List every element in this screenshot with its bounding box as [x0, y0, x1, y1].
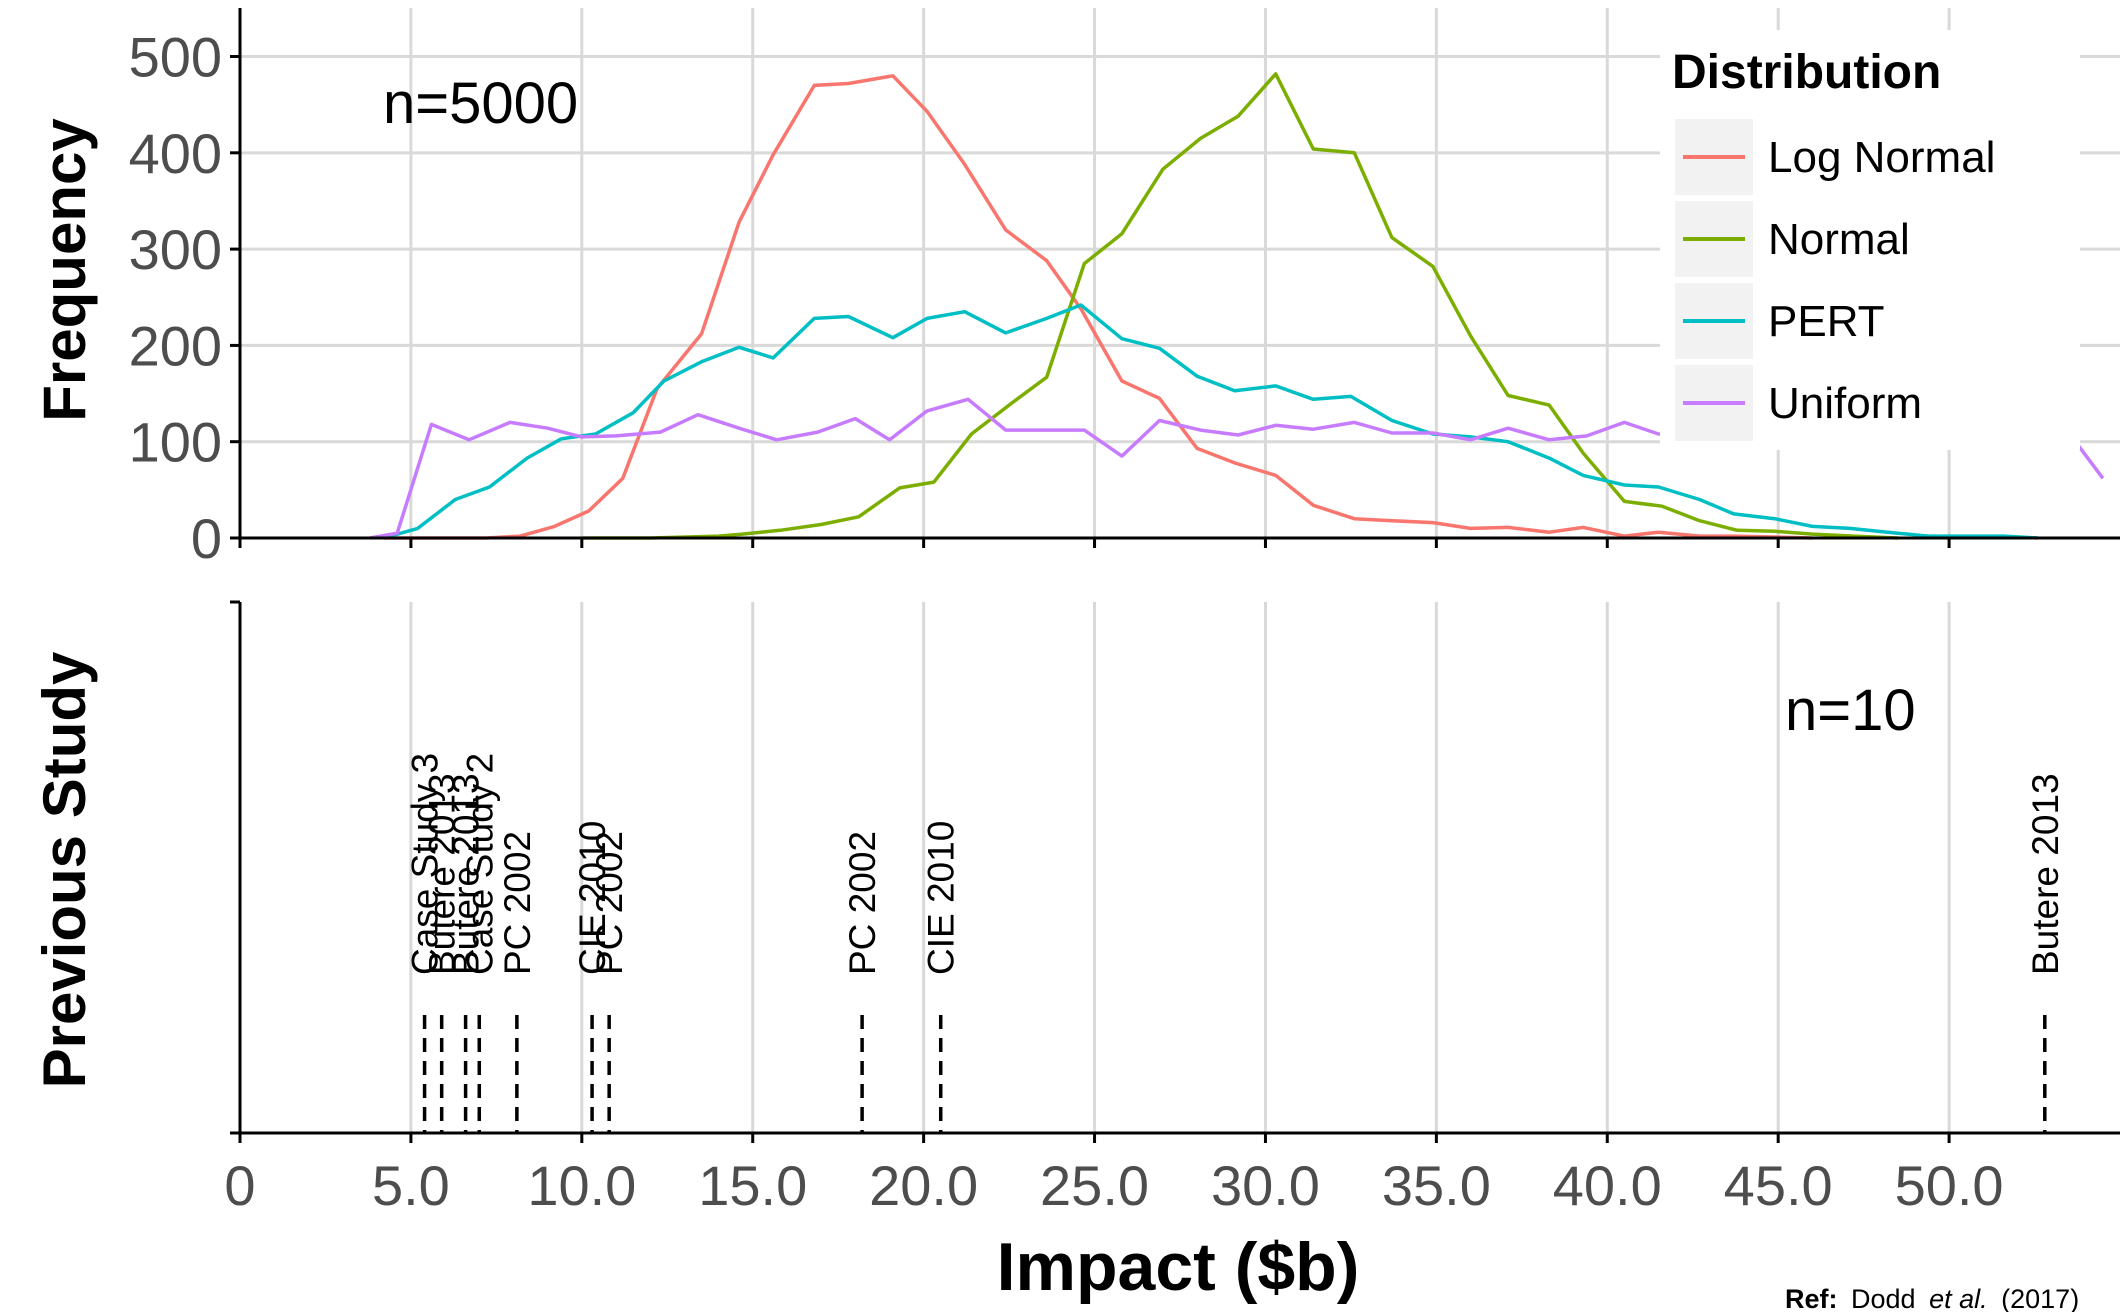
top-panel-axes — [238, 8, 2120, 548]
top-y-tick-label-1: 100 — [129, 411, 222, 474]
top-y-tick-label-5: 500 — [129, 26, 222, 89]
x-tick-label-10: 50.0 — [1895, 1154, 2004, 1217]
x-axis-ticks: 0 5.0 10.0 15.0 20.0 25.0 30.0 35.0 40.0 45.0 50.0 — [224, 1133, 2004, 1217]
x-tick-label-4: 20.0 — [869, 1154, 978, 1217]
top-panel-y-label: Frequency — [31, 118, 98, 422]
series-line-normal — [581, 72, 1898, 540]
reference-prefix: Ref: — [1785, 1284, 1838, 1312]
reference-etal: et al. — [1929, 1284, 1988, 1312]
top-panel-y-ticks: 0 100 200 300 400 500 — [129, 26, 240, 570]
legend-title: Distribution — [1672, 46, 1941, 99]
reference-authors: Dodd — [1851, 1284, 1916, 1312]
x-tick-label-8: 40.0 — [1553, 1154, 1662, 1217]
x-tick-label-2: 10.0 — [527, 1154, 636, 1217]
legend-label-2: PERT — [1768, 297, 1885, 346]
bottom-panel-y-label: Previous Study — [31, 651, 98, 1088]
study-label-1: Butere 2013 — [422, 773, 463, 975]
study-label-9: Butere 2013 — [2025, 773, 2066, 975]
series-line-pert — [383, 303, 2039, 540]
study-label-3: Case Study 2 — [459, 753, 500, 975]
top-panel-series — [369, 72, 2105, 540]
x-tick-label-6: 30.0 — [1211, 1154, 1320, 1217]
legend-label-1: Normal — [1768, 215, 1910, 264]
study-label-4: PC 2002 — [497, 831, 538, 975]
series-line-log-normal — [383, 74, 1813, 540]
study-label-5: CIE 2010 — [572, 821, 613, 975]
legend-entries: Log Normal Normal PERT Uniform — [1675, 119, 1995, 441]
study-label-8: CIE 2010 — [921, 821, 962, 975]
reference: Ref: Dodd et al. (2017) — [1785, 1284, 2079, 1312]
top-panel-annotation: n=5000 — [383, 71, 578, 136]
series-line-uniform — [369, 397, 2105, 540]
x-tick-label-5: 25.0 — [1040, 1154, 1149, 1217]
top-y-tick-label-4: 400 — [129, 122, 222, 185]
x-tick-label-0: 0 — [224, 1154, 255, 1217]
top-y-tick-label-3: 300 — [129, 218, 222, 281]
study-label-0: Case Study 3 — [405, 753, 446, 975]
legend-label-3: Uniform — [1768, 379, 1922, 428]
bottom-panel-annotation: n=10 — [1785, 678, 1916, 743]
top-y-tick-label-0: 0 — [191, 507, 222, 570]
study-label-2: Butere 2013 — [446, 773, 487, 975]
bottom-panel-axes — [230, 600, 2120, 1135]
top-y-tick-label-2: 200 — [129, 314, 222, 377]
x-tick-label-7: 35.0 — [1382, 1154, 1491, 1217]
x-axis-label: Impact ($b) — [997, 1229, 1360, 1305]
study-label-7: PC 2002 — [842, 831, 883, 975]
reference-year: (2017) — [2001, 1284, 2079, 1312]
x-tick-label-3: 15.0 — [698, 1154, 807, 1217]
legend: Distribution Log Normal Normal PERT Uniform — [1660, 30, 2080, 450]
study-label-6: PC 2002 — [589, 831, 630, 975]
legend-label-0: Log Normal — [1768, 133, 1995, 182]
x-tick-label-9: 45.0 — [1724, 1154, 1833, 1217]
x-tick-label-1: 5.0 — [372, 1154, 450, 1217]
